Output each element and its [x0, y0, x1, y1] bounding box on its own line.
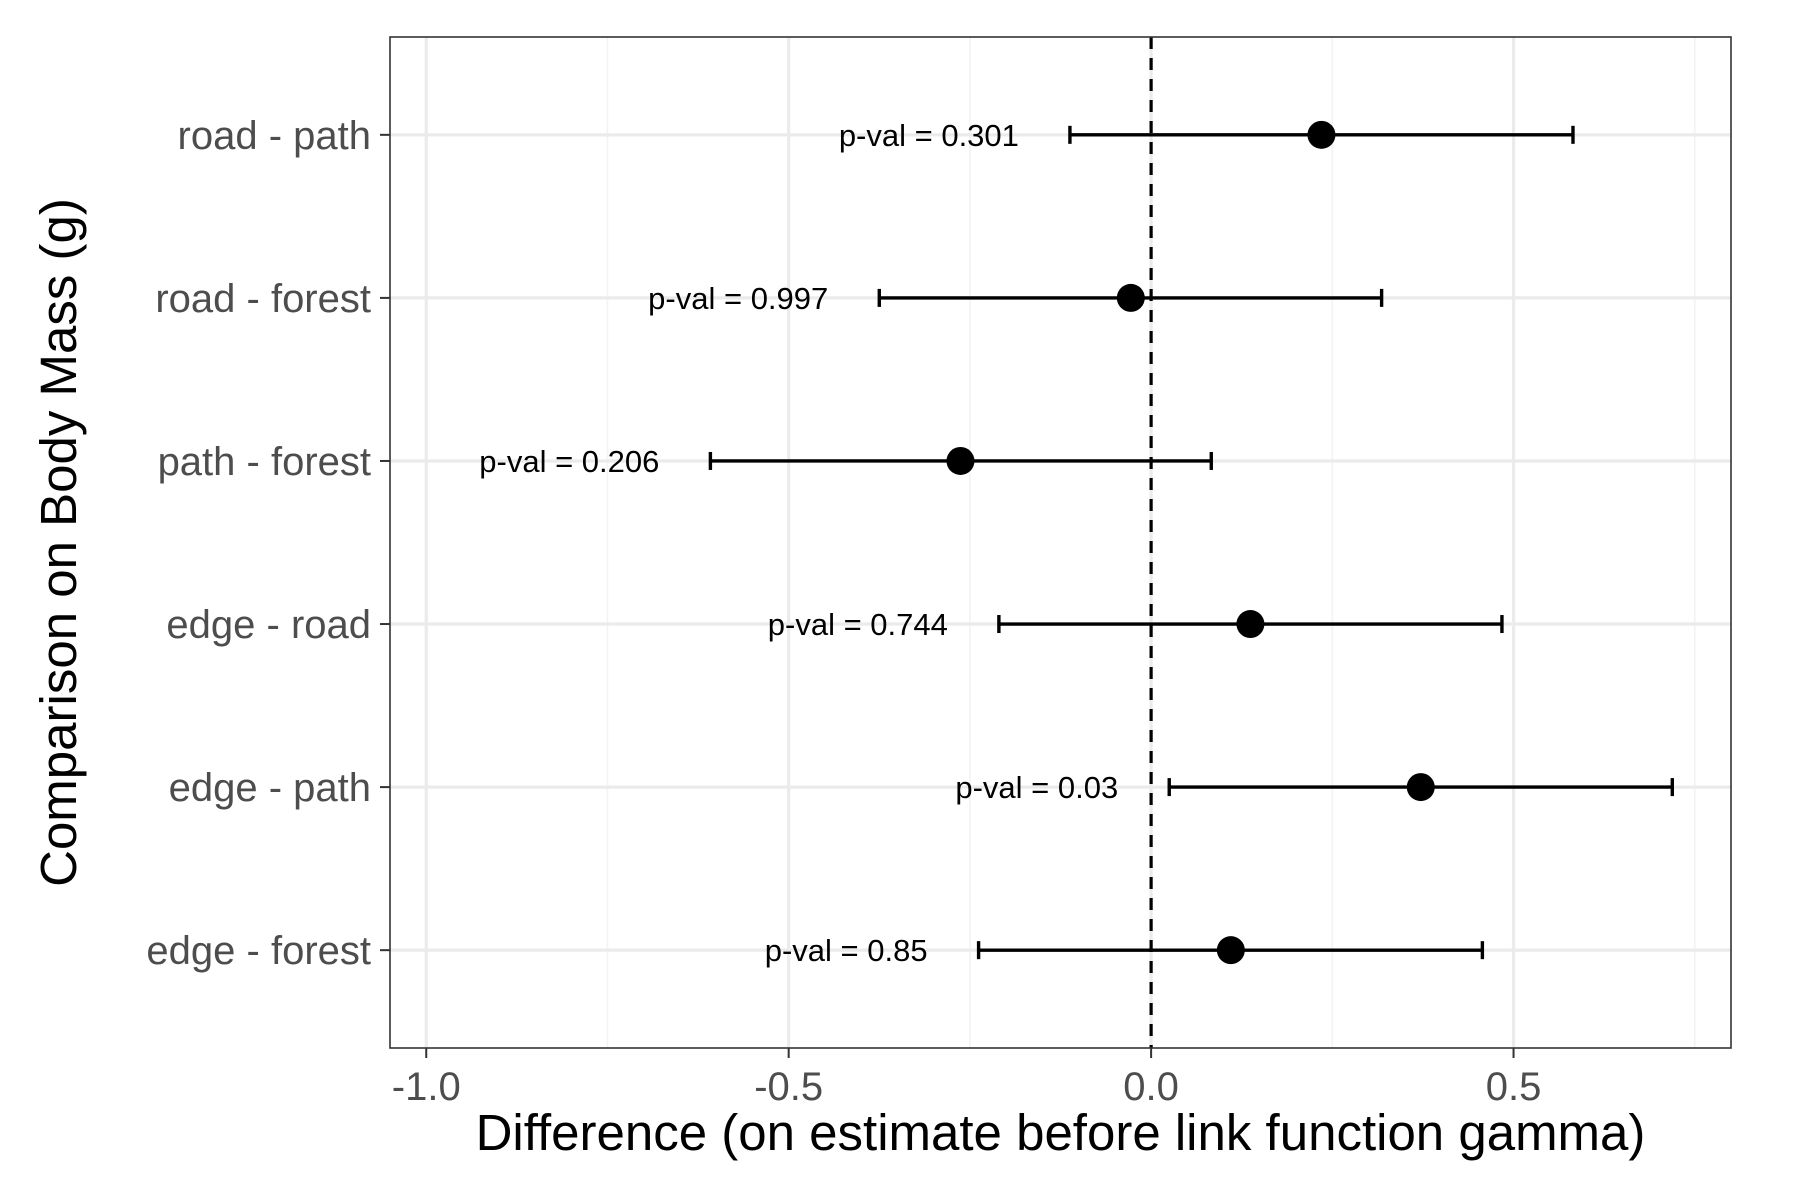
grid-lines: [390, 37, 1731, 1048]
y-tick-label: edge - path: [169, 766, 371, 810]
y-tick-label: road - forest: [155, 277, 371, 321]
axis-ticks: -1.0 -0.5 0.0 0.5 road - path road - forest pa…: [146, 114, 1541, 1109]
x-tick-label: -0.5: [754, 1065, 823, 1109]
estimate-point: [1307, 120, 1336, 149]
y-axis-title: Comparison on Body Mass (g): [30, 198, 87, 887]
estimate-point: [1216, 936, 1245, 965]
x-tick-label: -1.0: [392, 1065, 461, 1109]
estimate-point: [946, 446, 975, 475]
y-tick-label: path - forest: [158, 440, 371, 484]
estimate-point: [1406, 773, 1435, 802]
y-tick-label: road - path: [178, 114, 371, 158]
panel-background: [390, 37, 1731, 1048]
x-axis-title: Difference (on estimate before link func…: [476, 1104, 1646, 1161]
estimate-point: [1116, 283, 1145, 312]
p-value-label: p-val = 0.301: [839, 118, 1019, 153]
error-bars-and-points: p-val = 0.301 p-val = 0.997 p-val = 0.206 p…: [479, 118, 1674, 968]
y-tick-label: edge - road: [166, 603, 371, 647]
p-value-label: p-val = 0.03: [955, 770, 1118, 805]
y-tick-label: edge - forest: [146, 929, 371, 973]
x-tick-label: 0.0: [1123, 1065, 1179, 1109]
estimate-point: [1236, 610, 1265, 639]
p-value-label: p-val = 0.206: [479, 444, 659, 479]
panel-border: [389, 36, 1732, 1049]
p-value-label: p-val = 0.744: [768, 607, 948, 642]
x-tick-label: 0.5: [1486, 1065, 1542, 1109]
p-value-label: p-val = 0.85: [765, 933, 928, 968]
p-value-label: p-val = 0.997: [648, 281, 828, 316]
